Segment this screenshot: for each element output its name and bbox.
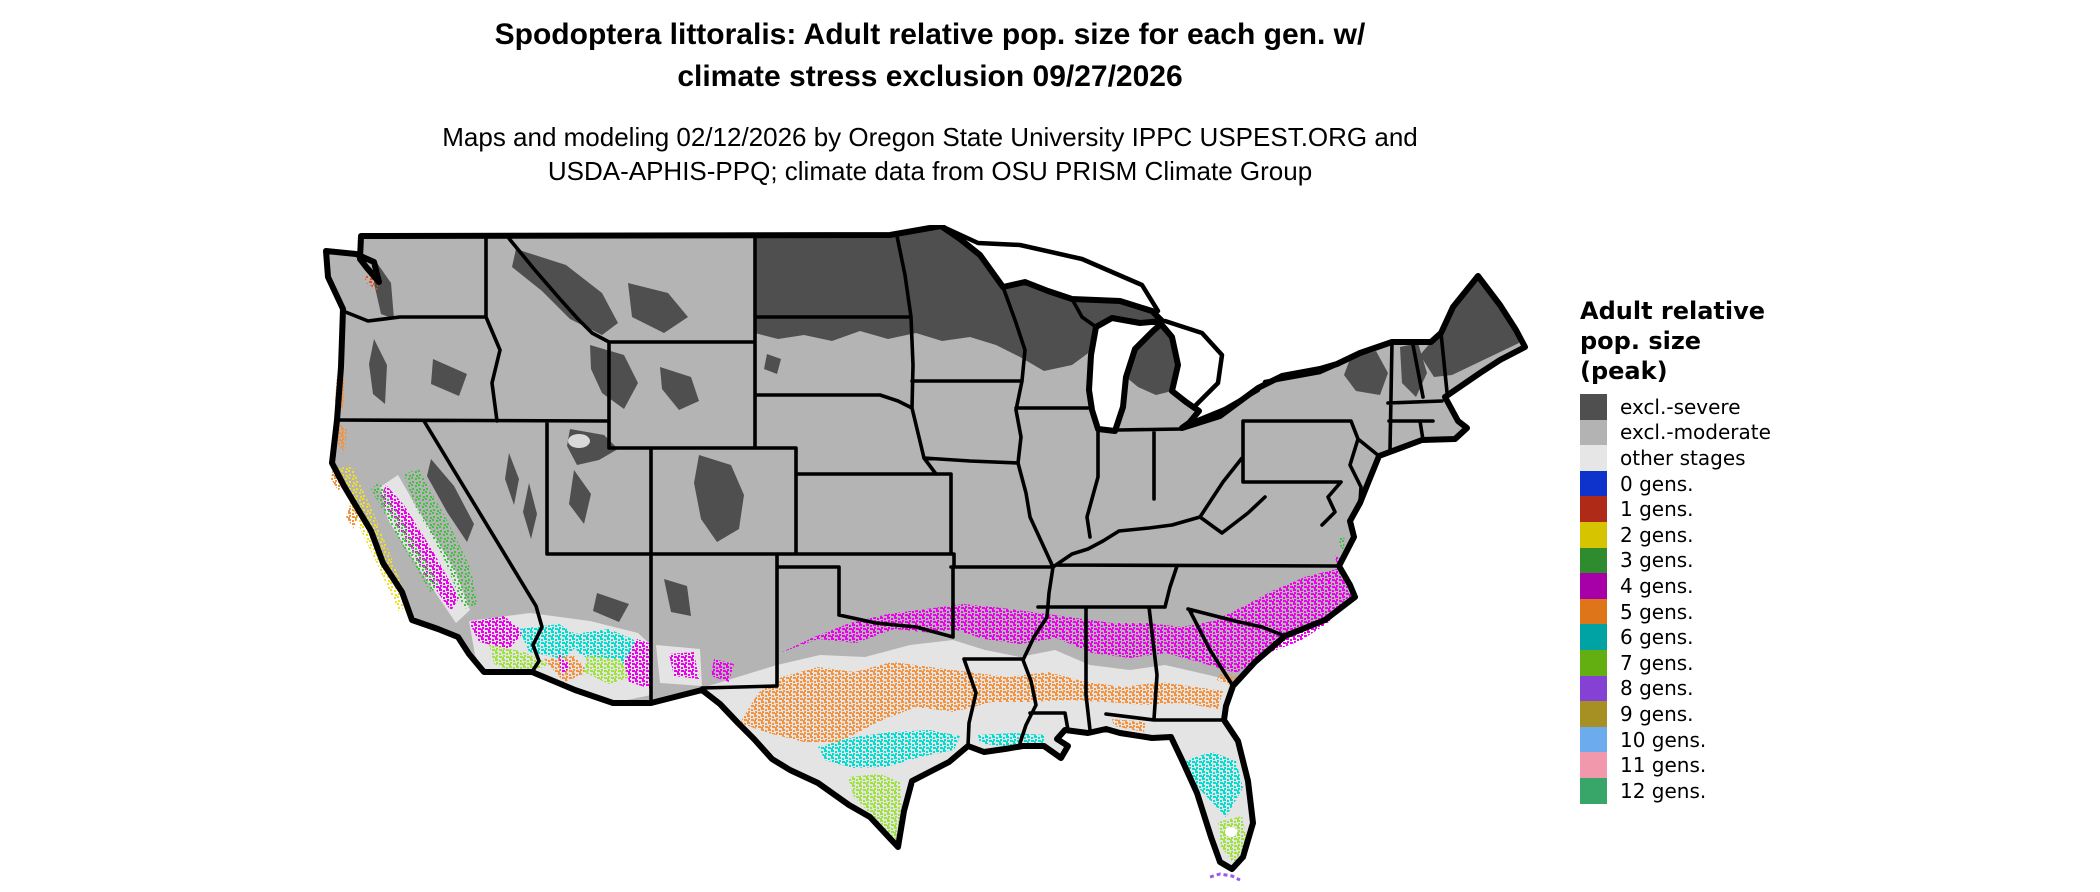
legend-swatch bbox=[1580, 496, 1607, 522]
legend-item-label: 8 gens. bbox=[1620, 676, 1694, 701]
legend-swatch bbox=[1580, 752, 1607, 778]
az-4-gens bbox=[559, 639, 651, 689]
severe-exclusion-regions bbox=[369, 226, 1519, 622]
band-5-gens bbox=[740, 662, 1223, 742]
legend-item: 6 gens. bbox=[1580, 624, 1880, 650]
legend-item: 10 gens. bbox=[1580, 726, 1880, 753]
legend-swatch bbox=[1580, 445, 1607, 471]
nm-4-gens bbox=[669, 652, 734, 682]
legend-item: excl.-severe bbox=[1580, 394, 1880, 420]
legend-item: other stages bbox=[1580, 445, 1880, 471]
map-subtitle: Maps and modeling 02/12/2026 by Oregon S… bbox=[0, 120, 1860, 188]
az-7-gens bbox=[584, 656, 634, 684]
legend-item: 11 gens. bbox=[1580, 752, 1880, 778]
legend-title: Adult relative pop. size (peak) bbox=[1580, 296, 1880, 386]
legend-swatch bbox=[1580, 726, 1607, 753]
legend-item: 4 gens. bbox=[1580, 573, 1880, 599]
legend-item-label: 3 gens. bbox=[1620, 548, 1694, 573]
legend-item-label: 4 gens. bbox=[1620, 573, 1694, 598]
legend-item-label: 5 gens. bbox=[1620, 599, 1694, 624]
legend-item-label: 1 gens. bbox=[1620, 497, 1694, 522]
legend-swatch bbox=[1580, 470, 1607, 497]
legend-item-label: excl.-severe bbox=[1620, 394, 1741, 419]
conus-outline bbox=[323, 223, 1528, 872]
subtitle-line2: USDA-APHIS-PPQ; climate data from OSU PR… bbox=[547, 156, 1313, 186]
az-6-gens bbox=[574, 629, 639, 664]
legend-item-label: excl.-moderate bbox=[1620, 420, 1771, 445]
lake-okeechobee bbox=[1225, 827, 1237, 837]
va-coast-4-gens bbox=[1334, 555, 1342, 566]
legend-item: 7 gens. bbox=[1580, 649, 1880, 676]
legend-swatch bbox=[1580, 598, 1607, 625]
border-through-lakes bbox=[938, 223, 1339, 428]
legend-swatch bbox=[1580, 777, 1607, 804]
band-6-gens-florida bbox=[1180, 752, 1243, 817]
legend-swatch bbox=[1580, 547, 1607, 574]
legend-swatch bbox=[1580, 675, 1607, 702]
legend-title-line2: pop. size bbox=[1580, 327, 1702, 355]
legend-swatch bbox=[1580, 394, 1607, 420]
legend-item: 12 gens. bbox=[1580, 777, 1880, 804]
legend-item-label: 11 gens. bbox=[1620, 753, 1707, 778]
ca-3-gens-west bbox=[371, 482, 439, 593]
legend-swatch bbox=[1580, 649, 1607, 676]
legend-items: excl.-severe excl.-moderate other stages 0 … bbox=[1580, 394, 1880, 804]
legend-item: 1 gens. bbox=[1580, 496, 1880, 522]
legend-item-label: 9 gens. bbox=[1620, 701, 1694, 726]
legend-swatch bbox=[1580, 701, 1607, 727]
legend-swatch bbox=[1580, 419, 1607, 446]
socal-4-gens bbox=[469, 616, 524, 649]
legend-title-line1: Adult relative bbox=[1580, 297, 1766, 325]
band-5-gens-fl-panhandle bbox=[1112, 719, 1146, 732]
legend-item-label: 10 gens. bbox=[1620, 727, 1707, 752]
band-6-gens-texas bbox=[818, 730, 960, 768]
band-7-gens-florida bbox=[1218, 816, 1247, 864]
legend-item: 8 gens. bbox=[1580, 675, 1880, 702]
legend-item: 2 gens. bbox=[1580, 521, 1880, 548]
subtitle-line1: Maps and modeling 02/12/2026 by Oregon S… bbox=[442, 122, 1418, 152]
ca-coast-5-gens bbox=[331, 466, 358, 529]
legend-item: 5 gens. bbox=[1580, 598, 1880, 625]
legend-title-line3: (peak) bbox=[1580, 357, 1668, 385]
ca-valley-4-gens bbox=[380, 485, 459, 611]
va-coast-3-gens bbox=[1338, 535, 1346, 553]
legend-swatch bbox=[1580, 573, 1607, 599]
page-title-line1: Spodoptera littoralis: Adult relative po… bbox=[494, 18, 1366, 51]
legend-item-label: 0 gens. bbox=[1620, 471, 1694, 496]
band-4-gens bbox=[780, 569, 1344, 673]
page-title-line2: climate stress exclusion 09/27/2026 bbox=[677, 60, 1183, 93]
legend-item: 3 gens. bbox=[1580, 547, 1880, 574]
band-4-gens-coastal bbox=[1305, 569, 1354, 607]
legend-item-label: 7 gens. bbox=[1620, 650, 1694, 675]
legend-item: 0 gens. bbox=[1580, 470, 1880, 497]
legend-item-label: 6 gens. bbox=[1620, 625, 1694, 650]
us-map bbox=[323, 223, 1528, 882]
map-header: Spodoptera littoralis: Adult relative po… bbox=[0, 14, 1860, 188]
band-7-gens-texas bbox=[848, 774, 902, 843]
state-borders bbox=[335, 234, 1449, 748]
great-salt-lake bbox=[568, 434, 590, 448]
legend-swatch bbox=[1580, 624, 1607, 650]
legend-item: 9 gens. bbox=[1580, 701, 1880, 727]
legend-item-label: other stages bbox=[1620, 445, 1746, 470]
legend-item-label: 2 gens. bbox=[1620, 522, 1694, 547]
legend-item: excl.-moderate bbox=[1580, 419, 1880, 446]
ca-3-gens-east bbox=[404, 469, 477, 609]
map-legend: Adult relative pop. size (peak) excl.-se… bbox=[1580, 296, 1880, 804]
legend-item-label: 12 gens. bbox=[1620, 778, 1707, 803]
map-container bbox=[320, 223, 1545, 885]
speckle-8-gens-keys bbox=[1209, 872, 1241, 882]
legend-swatch bbox=[1580, 521, 1607, 548]
